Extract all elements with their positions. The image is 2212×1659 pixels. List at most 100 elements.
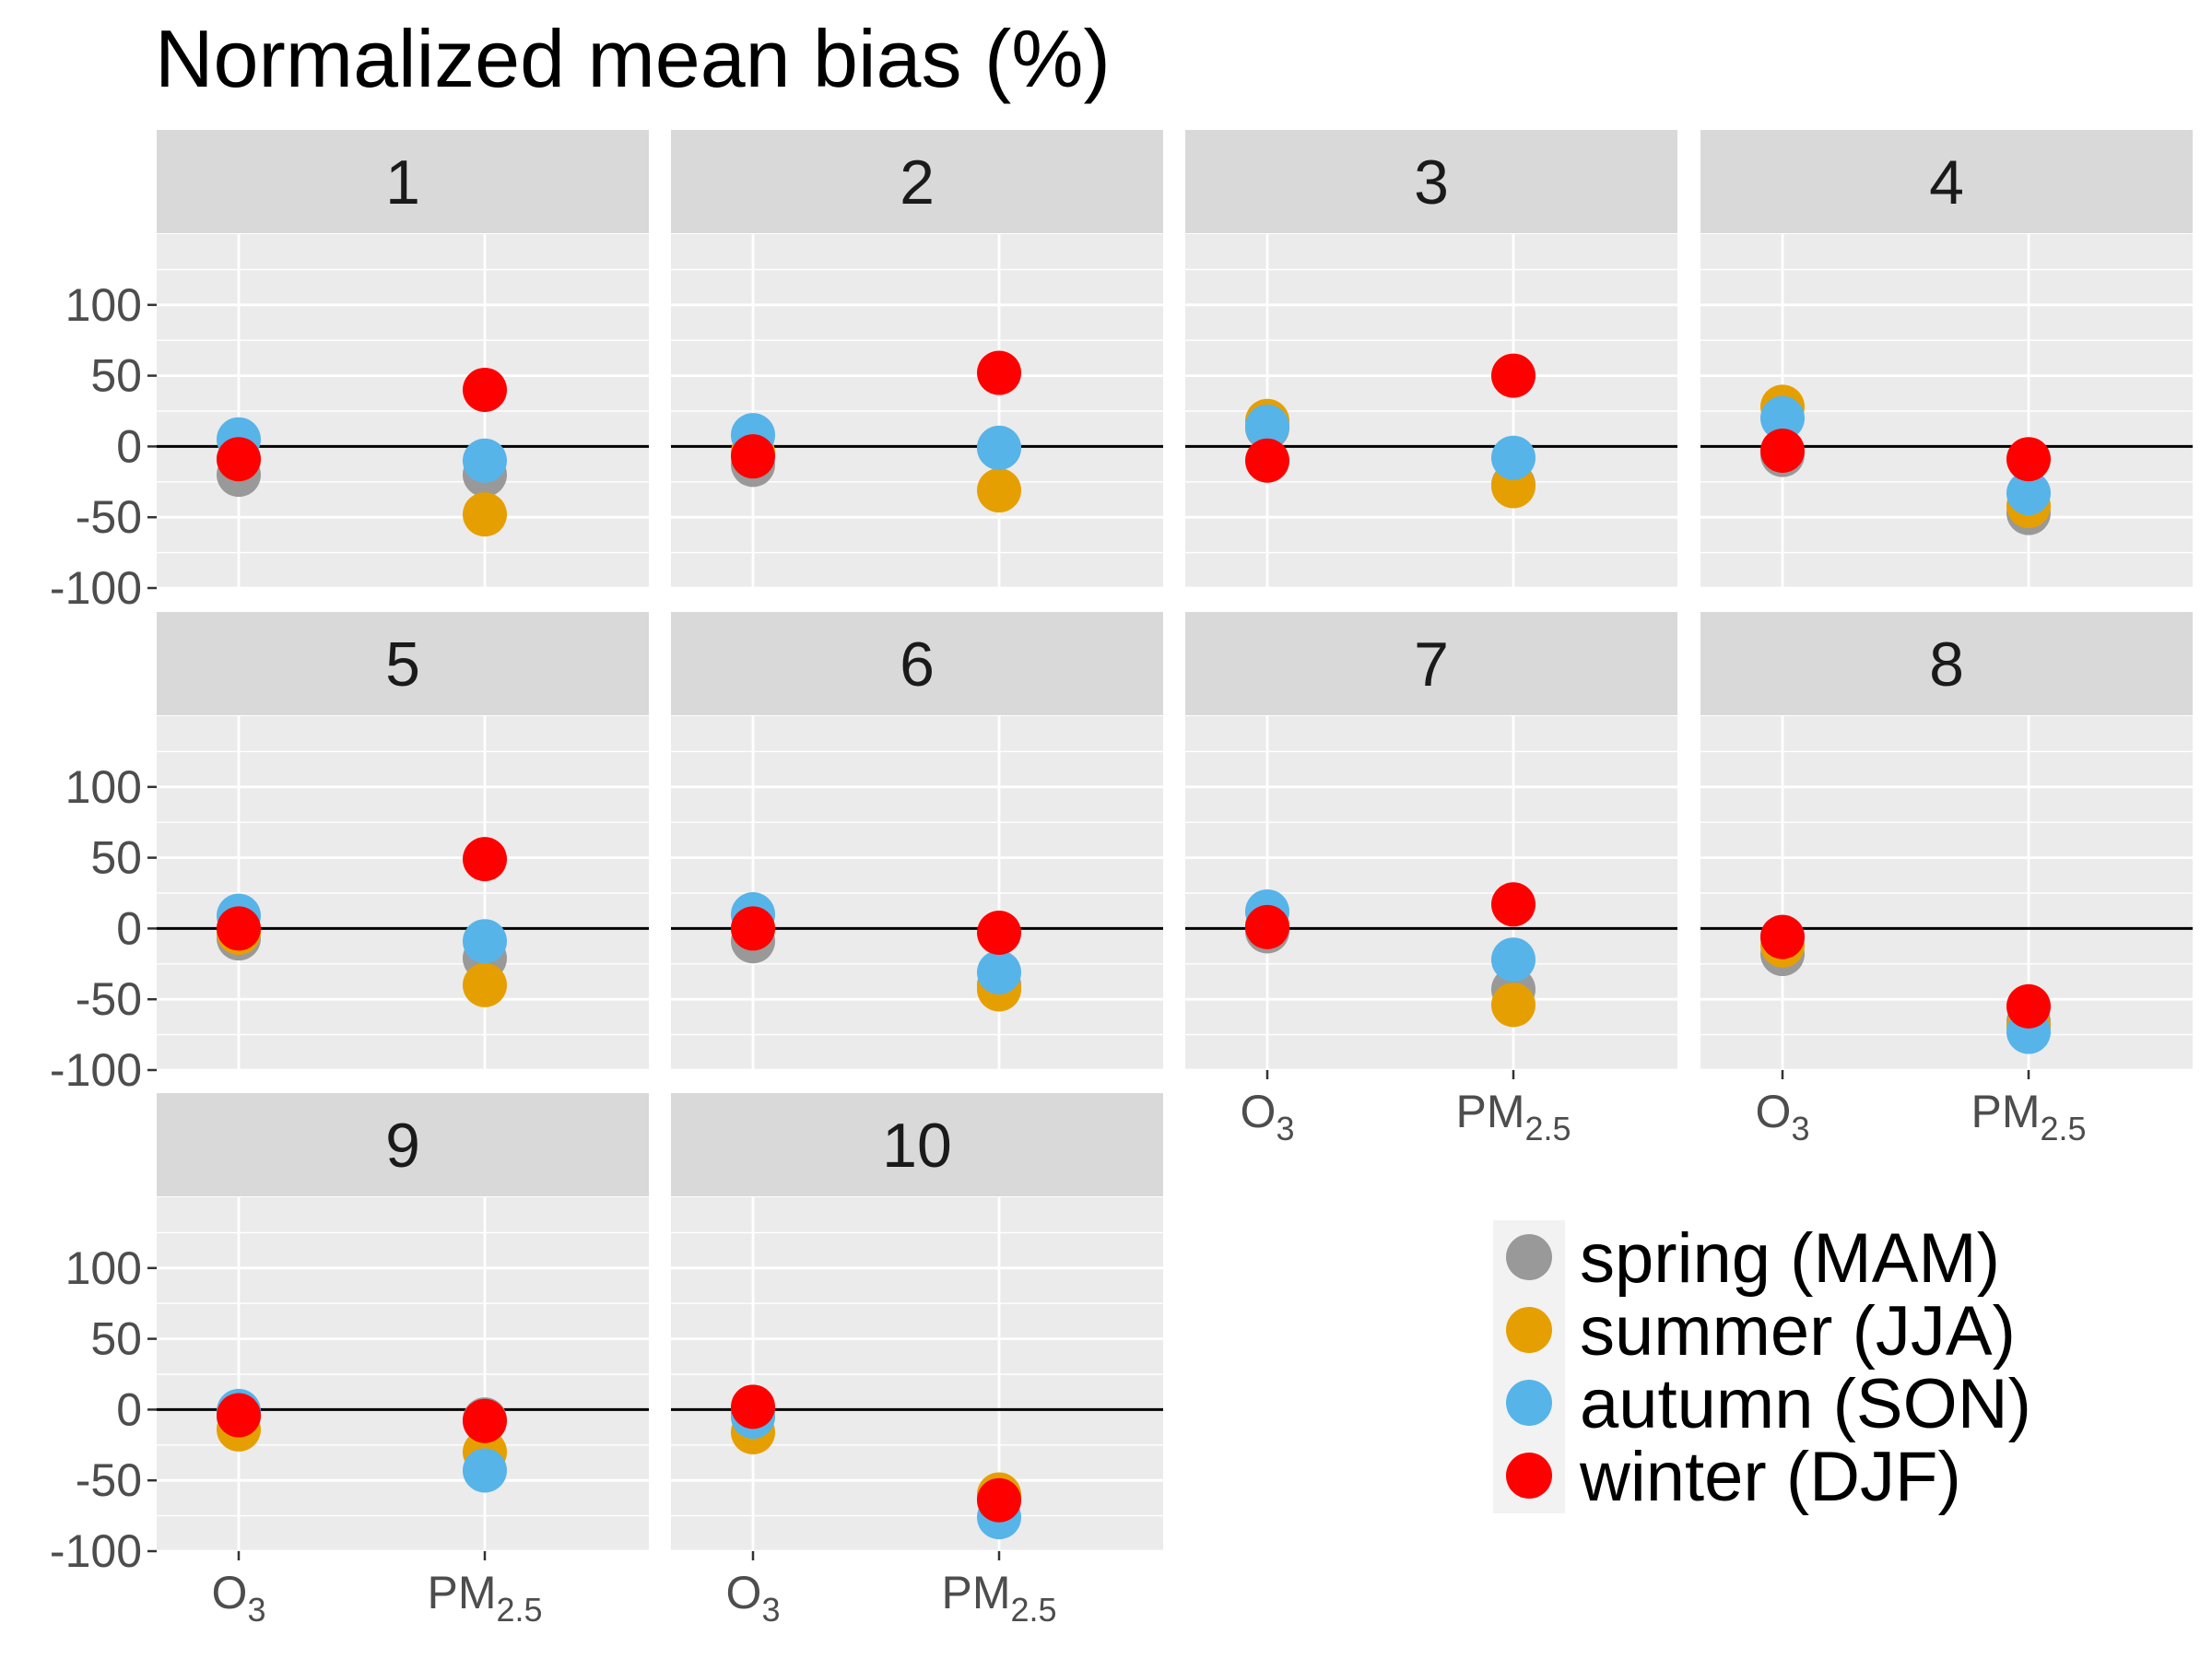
x-tick-label-subscript: 2.5 — [496, 1591, 542, 1629]
facet-strip-label: 7 — [1414, 629, 1449, 700]
data-point — [463, 837, 507, 882]
data-point — [977, 425, 1021, 470]
data-point — [1491, 435, 1535, 480]
y-tick-label: 100 — [65, 279, 142, 331]
y-tick-label: 50 — [90, 1313, 142, 1365]
data-point — [463, 492, 507, 537]
x-tick-label-subscript: 2.5 — [1010, 1591, 1056, 1629]
x-tick-label: PM2.5 — [1455, 1086, 1571, 1147]
legend-key — [1506, 1307, 1552, 1353]
facet-strip-label: 3 — [1414, 147, 1449, 218]
data-point — [2006, 437, 2051, 482]
facet-strip — [671, 130, 1163, 233]
facet-panel-7: 7 O3 PM2.5 — [1185, 612, 1677, 1147]
data-point — [731, 906, 775, 951]
facet-panel-2: 2 — [671, 130, 1163, 590]
chart-title: Normalized mean bias (%) — [155, 13, 1111, 104]
facet-strip-label: 6 — [900, 629, 935, 700]
facet-panel-4: 4 — [1700, 130, 2193, 590]
legend-label: winter (DJF) — [1579, 1438, 1961, 1516]
legend-label: spring (MAM) — [1580, 1219, 2000, 1298]
facet-strip — [1700, 130, 2193, 233]
data-point — [977, 468, 1021, 513]
y-tick-label: -50 — [76, 973, 142, 1025]
x-tick-label-subscript: 3 — [761, 1591, 780, 1629]
data-point — [1491, 982, 1535, 1028]
facet-strip — [157, 130, 649, 233]
y-tick-label: 50 — [90, 350, 142, 402]
data-point — [217, 437, 261, 482]
x-tick-label-subscript: 3 — [1791, 1110, 1809, 1147]
data-point — [2006, 983, 2051, 1029]
facet-panel-8: 8 O3 PM2.5 — [1700, 612, 2193, 1147]
x-tick-label-subscript: 3 — [247, 1591, 265, 1629]
data-point — [1760, 429, 1805, 474]
data-point — [1491, 937, 1535, 982]
facet-panel-10: 10 O3 PM2.5 — [671, 1093, 1163, 1629]
facet-strip-label: 10 — [882, 1111, 952, 1181]
x-tick-label: O3 — [212, 1567, 266, 1629]
legend-key — [1506, 1380, 1552, 1426]
data-point — [731, 434, 775, 479]
y-tick-label: -100 — [50, 562, 142, 614]
data-point — [463, 438, 507, 483]
facet-strip-label: 9 — [385, 1111, 420, 1181]
data-point — [731, 1384, 775, 1430]
data-point — [463, 367, 507, 412]
x-tick-label: O3 — [1756, 1086, 1810, 1147]
data-point — [463, 1448, 507, 1493]
legend-key — [1506, 1453, 1552, 1499]
x-tick-label-base: O — [726, 1567, 762, 1618]
data-point — [977, 350, 1021, 395]
facet-strip-label: 5 — [385, 629, 420, 700]
y-tick-label: 100 — [65, 761, 142, 813]
data-point — [463, 919, 507, 964]
data-point — [1491, 353, 1535, 398]
facet-strip-label: 4 — [1929, 147, 1964, 218]
facet-strip — [1700, 612, 2193, 715]
y-tick-label: 0 — [116, 1383, 142, 1435]
x-tick-label: PM2.5 — [941, 1567, 1056, 1629]
legend: spring (MAM)summer (JJA)autumn (SON)wint… — [1493, 1219, 2031, 1516]
x-tick-label-subscript: 2.5 — [2040, 1110, 2086, 1147]
data-point — [1245, 404, 1289, 449]
x-tick-label-base: O — [1756, 1086, 1792, 1137]
x-tick-label-base: O — [1241, 1086, 1277, 1137]
x-tick-label: PM2.5 — [1971, 1086, 2086, 1147]
x-tick-label-base: O — [212, 1567, 248, 1618]
data-point — [217, 1393, 261, 1438]
facet-panel-1: 1 -100 -50 0 50 100 — [50, 130, 649, 614]
data-point — [463, 1398, 507, 1443]
facet-panel-6: 6 — [671, 612, 1163, 1072]
facet-strip — [157, 1093, 649, 1196]
x-tick-label: O3 — [1241, 1086, 1295, 1147]
facet-panel-3: 3 — [1185, 130, 1677, 590]
data-point — [977, 950, 1021, 995]
x-tick-label-base: PM — [427, 1567, 496, 1618]
data-point — [1245, 438, 1289, 483]
y-tick-label: 50 — [90, 832, 142, 884]
x-tick-label-base: PM — [1971, 1086, 2040, 1137]
data-point — [977, 911, 1021, 956]
x-tick-label-base: PM — [941, 1567, 1010, 1618]
legend-label: autumn (SON) — [1580, 1365, 2031, 1443]
y-tick-label: -100 — [50, 1525, 142, 1577]
data-point — [217, 906, 261, 951]
x-tick-label: PM2.5 — [427, 1567, 542, 1629]
x-tick-label-base: PM — [1455, 1086, 1524, 1137]
data-point — [2006, 471, 2051, 516]
facet-strip-label: 2 — [900, 147, 935, 218]
facet-strip — [1185, 612, 1677, 715]
facet-strip-label: 1 — [385, 147, 420, 218]
x-tick-label-subscript: 2.5 — [1524, 1110, 1571, 1147]
y-tick-label: -50 — [76, 491, 142, 543]
facet-strip-label: 8 — [1929, 629, 1964, 700]
data-point — [1491, 882, 1535, 927]
y-tick-label: -50 — [76, 1454, 142, 1506]
y-tick-label: -100 — [50, 1044, 142, 1096]
facet-panel-5: 5 -100 -50 0 50 100 — [50, 612, 649, 1096]
y-tick-label: 0 — [116, 420, 142, 472]
y-tick-label: 0 — [116, 902, 142, 954]
